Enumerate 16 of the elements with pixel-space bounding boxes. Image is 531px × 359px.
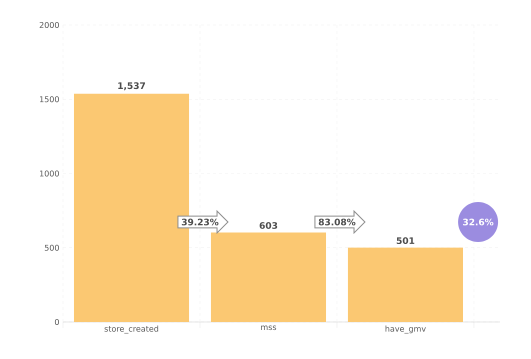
bar xyxy=(348,248,464,322)
annotation: 32.6% xyxy=(463,218,494,226)
data-label: 603 xyxy=(260,222,278,229)
x-tick-label: store_created xyxy=(104,326,158,334)
y-tick-label: 1500 xyxy=(40,96,59,102)
y-tick-label: 500 xyxy=(44,244,59,251)
data-label: 1,537 xyxy=(118,82,146,90)
y-tick-label: 2000 xyxy=(40,22,59,28)
bar xyxy=(210,232,326,322)
x-tick-label: mss xyxy=(261,326,276,330)
annotation: 39.23% xyxy=(182,218,218,226)
y-tick-label: 0 xyxy=(54,318,59,326)
y-tick-label: 1000 xyxy=(40,170,59,177)
x-tick-label: have_gmv xyxy=(386,326,426,334)
data-label: 501 xyxy=(396,237,414,244)
annotation: 83.08% xyxy=(318,218,356,226)
